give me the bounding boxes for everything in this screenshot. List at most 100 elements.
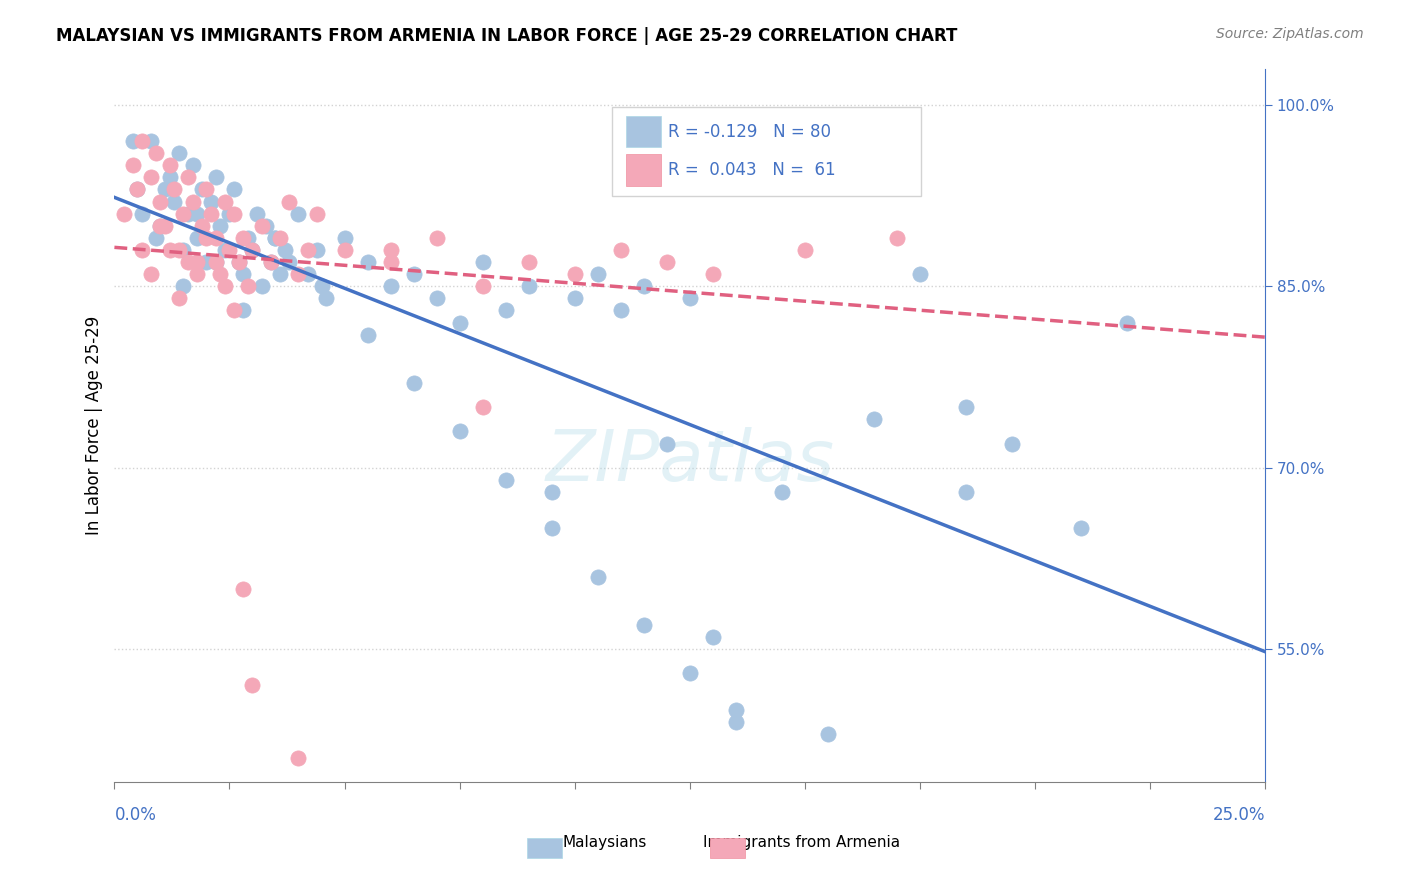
Point xyxy=(679,666,702,681)
Point xyxy=(586,267,609,281)
Point xyxy=(356,327,378,342)
Point xyxy=(305,243,328,257)
Point xyxy=(121,158,143,172)
Point xyxy=(242,243,264,257)
Point xyxy=(471,401,494,415)
Point xyxy=(886,231,908,245)
Text: 0.0%: 0.0% xyxy=(114,806,156,824)
Point xyxy=(269,231,291,245)
Point xyxy=(149,219,172,233)
Point xyxy=(333,231,356,245)
Point xyxy=(145,231,167,245)
Point xyxy=(214,279,236,293)
Point xyxy=(242,678,264,692)
Point xyxy=(246,207,269,221)
Point xyxy=(204,255,226,269)
Point xyxy=(264,231,287,245)
Point xyxy=(471,255,494,269)
Point xyxy=(232,582,254,596)
Point xyxy=(260,255,283,269)
Point xyxy=(159,158,181,172)
Y-axis label: In Labor Force | Age 25-29: In Labor Force | Age 25-29 xyxy=(86,316,103,535)
Point xyxy=(633,618,655,632)
Point xyxy=(655,436,678,450)
Point xyxy=(236,279,259,293)
Point xyxy=(204,231,226,245)
Point xyxy=(214,243,236,257)
Point xyxy=(402,376,425,390)
Text: R =  0.043   N =  61: R = 0.043 N = 61 xyxy=(668,161,835,179)
Text: Malaysians: Malaysians xyxy=(562,836,647,850)
Point xyxy=(131,243,153,257)
Point xyxy=(305,207,328,221)
Point xyxy=(222,182,245,196)
Point xyxy=(214,194,236,209)
Point xyxy=(167,146,190,161)
Point xyxy=(242,243,264,257)
Point xyxy=(426,231,449,245)
Point xyxy=(287,267,309,281)
Point xyxy=(191,219,214,233)
Point xyxy=(287,207,309,221)
Point xyxy=(181,194,204,209)
Point xyxy=(177,255,200,269)
Point xyxy=(495,303,517,318)
Point xyxy=(127,182,149,196)
Point xyxy=(127,182,149,196)
Point xyxy=(609,243,631,257)
Point xyxy=(149,219,172,233)
Point xyxy=(218,207,240,221)
Point xyxy=(495,473,517,487)
Point xyxy=(195,255,218,269)
Text: Immigrants from Armenia: Immigrants from Armenia xyxy=(703,836,900,850)
Point xyxy=(380,279,402,293)
Point xyxy=(149,194,172,209)
Point xyxy=(380,255,402,269)
Point xyxy=(297,243,319,257)
Point xyxy=(159,243,181,257)
Point xyxy=(955,484,977,499)
Point xyxy=(232,267,254,281)
Point xyxy=(141,134,163,148)
Point xyxy=(655,255,678,269)
Point xyxy=(449,425,471,439)
Point xyxy=(163,194,186,209)
Point xyxy=(200,207,222,221)
Point xyxy=(770,484,793,499)
Point xyxy=(186,231,208,245)
Point xyxy=(793,243,815,257)
Point xyxy=(1115,316,1137,330)
Point xyxy=(153,182,176,196)
Point xyxy=(955,401,977,415)
Point xyxy=(181,158,204,172)
Point xyxy=(232,303,254,318)
Point xyxy=(1001,436,1024,450)
Point xyxy=(177,207,200,221)
Point xyxy=(131,134,153,148)
Point xyxy=(218,243,240,257)
Point xyxy=(908,267,931,281)
Point xyxy=(426,291,449,305)
Point xyxy=(195,182,218,196)
Point xyxy=(315,291,337,305)
Point xyxy=(153,219,176,233)
Point xyxy=(402,267,425,281)
Point xyxy=(200,194,222,209)
Point xyxy=(177,170,200,185)
Point xyxy=(186,267,208,281)
Point xyxy=(540,521,562,535)
Point xyxy=(172,279,194,293)
Point xyxy=(564,267,586,281)
Point xyxy=(297,267,319,281)
Point xyxy=(356,255,378,269)
Point xyxy=(269,267,291,281)
Point xyxy=(564,291,586,305)
Point xyxy=(278,255,301,269)
Point xyxy=(471,279,494,293)
Point xyxy=(264,231,287,245)
Point xyxy=(862,412,884,426)
Point xyxy=(517,255,540,269)
Point xyxy=(167,291,190,305)
Point xyxy=(333,243,356,257)
Point xyxy=(145,146,167,161)
